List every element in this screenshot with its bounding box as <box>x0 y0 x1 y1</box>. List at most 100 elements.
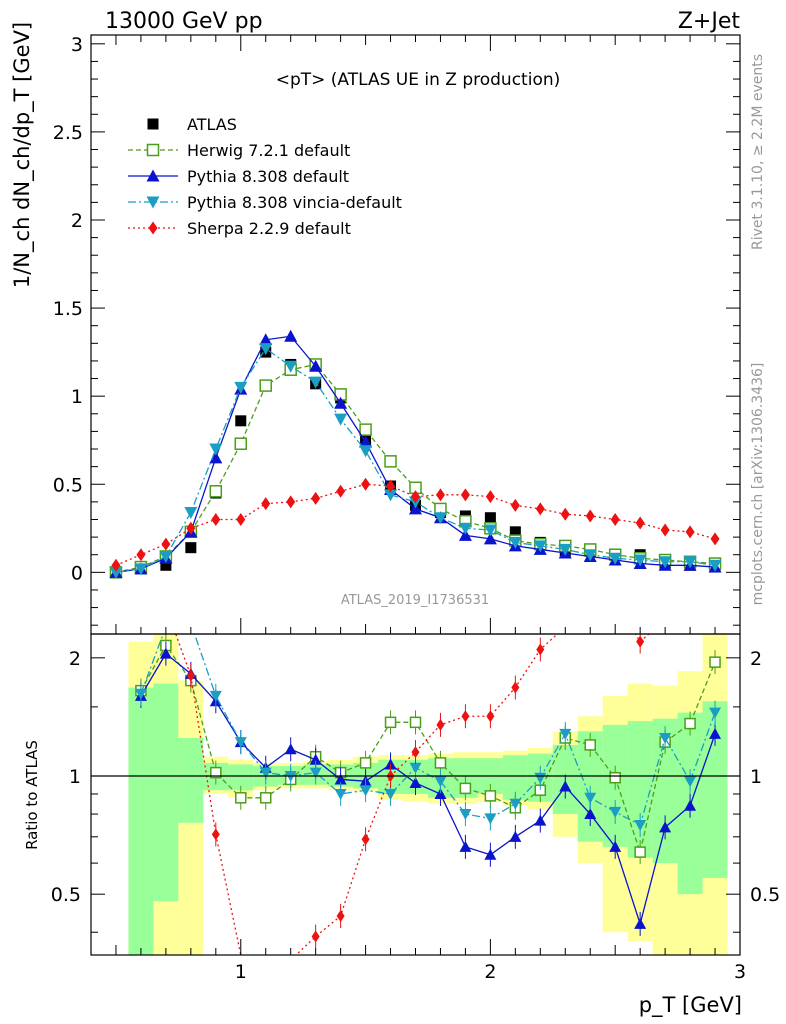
ratio-point <box>659 732 672 744</box>
point-pythia-8-308-vincia-default <box>209 443 223 456</box>
point-sherpa-2-2-9-default <box>460 488 470 502</box>
ratio-point <box>334 788 347 800</box>
ratio-point <box>211 828 220 841</box>
point-sherpa-2-2-9-default <box>485 490 495 504</box>
point-pythia-8-308-default <box>409 502 422 515</box>
point-herwig-7-2-1-default <box>209 485 223 498</box>
legend-label-pythia-8-308-default: Pythia 8.308 default <box>187 167 349 186</box>
main-series <box>109 329 722 579</box>
point-pythia-8-308-vincia-default <box>109 566 123 579</box>
point-sherpa-2-2-9-default <box>161 537 171 551</box>
point-pythia-8-308-vincia-default <box>433 512 447 525</box>
point-sherpa-2-2-9-default <box>585 509 595 523</box>
ratio-point <box>434 776 447 788</box>
ratio-point <box>584 792 597 804</box>
ratio-point <box>459 840 472 852</box>
ratio-point <box>209 690 222 702</box>
point-pythia-8-308-default <box>334 396 348 409</box>
ratio-y-axis-label: Ratio to ATLAS <box>23 740 41 850</box>
x-tick-label: 1 <box>235 961 247 983</box>
point-sherpa-2-2-9-default <box>186 521 196 535</box>
ratio-point <box>534 814 547 826</box>
point-sherpa-2-2-9-default <box>435 488 445 502</box>
ratio-point <box>659 821 672 833</box>
ratio-point <box>461 710 470 723</box>
axes: 0 0.5 1 1.5 2 2.5 3 1 2 3 0.5 0.5 1 1 2 2 <box>51 34 780 983</box>
main-y-tick-label: 1.5 <box>53 298 83 320</box>
point-sherpa-2-2-9-default <box>336 484 346 498</box>
rivet-version-text: Rivet 3.1.10, ≥ 2.2M events <box>750 54 766 250</box>
ratio-point <box>434 757 447 769</box>
point-pythia-8-308-vincia-default <box>309 376 323 389</box>
point-pythia-8-308-vincia-default <box>458 522 472 535</box>
ratio-point <box>436 718 445 731</box>
point-sherpa-2-2-9-default <box>286 495 296 509</box>
ratio-y-tick-label-left: 1 <box>69 766 81 788</box>
ratio-point <box>486 710 495 723</box>
point-sherpa-2-2-9-default <box>311 491 321 505</box>
main-y-tick-label: 1 <box>71 386 83 408</box>
point-pythia-8-308-vincia-default <box>608 552 622 565</box>
ratio-point <box>186 669 195 682</box>
ratio-point <box>636 635 645 648</box>
ratio-point <box>159 647 172 659</box>
point-sherpa-2-2-9-default <box>211 512 221 526</box>
ratio-point <box>584 808 597 820</box>
ratio-point <box>634 846 646 858</box>
ratio-y-tick-label-right: 0.5 <box>750 884 780 906</box>
green-band-segment <box>178 737 204 823</box>
ratio-point <box>359 785 372 797</box>
legend-label-pythia-8-308-vincia-default: Pythia 8.308 vincia-default <box>187 193 402 212</box>
legend-marker-herwig-7-2-1-default <box>146 143 160 157</box>
ratio-point <box>684 717 696 730</box>
ratio-point <box>559 780 572 792</box>
point-pythia-8-308-default <box>309 359 323 372</box>
point-sherpa-2-2-9-default <box>685 525 695 539</box>
y-axis-label: 1/N_ch dN_ch/dp_T [GeV] <box>10 22 35 288</box>
ratio-point <box>484 848 497 860</box>
point-sherpa-2-2-9-default <box>261 497 271 511</box>
legend-label-sherpa-2-2-9-default: Sherpa 2.2.9 default <box>187 219 351 238</box>
point-pythia-8-308-vincia-default <box>533 540 547 553</box>
ratio-point <box>559 728 572 740</box>
legend-label-atlas: ATLAS <box>187 115 237 134</box>
legend: ATLAS Herwig 7.2.1 default Pythia 8.308 de… <box>128 115 402 238</box>
ratio-point <box>511 681 520 694</box>
point-pythia-8-308-default <box>458 528 472 541</box>
point-pythia-8-308-vincia-default <box>234 381 248 394</box>
ratio-point <box>634 820 647 832</box>
point-herwig-7-2-1-default <box>359 423 372 436</box>
line-herwig-7-2-1-default <box>115 363 716 573</box>
ratio-point <box>359 757 372 769</box>
legend-marker-atlas <box>147 118 159 130</box>
ratio-y-tick-label-right: 1 <box>750 766 762 788</box>
ratio-point <box>409 762 422 774</box>
ratio-point <box>609 771 621 784</box>
header-right: Z+Jet <box>678 9 741 34</box>
x-tick-label: 2 <box>484 961 496 983</box>
header-left: 13000 GeV pp <box>105 9 263 34</box>
point-pythia-8-308-vincia-default <box>508 536 522 549</box>
point-pythia-8-308-default <box>209 451 223 464</box>
analysis-id: ATLAS_2019_I1736531 <box>341 593 489 608</box>
point-pythia-8-308-vincia-default <box>633 554 647 567</box>
point-sherpa-2-2-9-default <box>111 558 121 572</box>
ratio-point <box>459 782 472 795</box>
point-herwig-7-2-1-default <box>259 379 272 392</box>
point-pythia-8-308-default <box>284 329 298 342</box>
point-pythia-8-308-vincia-default <box>259 343 273 356</box>
legend-marker-pythia-8-308-default <box>146 169 160 182</box>
point-pythia-8-308-vincia-default <box>284 360 298 373</box>
point-atlas <box>185 542 197 554</box>
ratio-point <box>309 767 322 779</box>
point-sherpa-2-2-9-default <box>535 502 545 516</box>
ratio-point <box>484 813 497 825</box>
legend-marker-sherpa-2-2-9-default <box>148 221 158 235</box>
point-sherpa-2-2-9-default <box>136 548 146 562</box>
point-sherpa-2-2-9-default <box>361 477 371 491</box>
point-pythia-8-308-vincia-default <box>683 556 697 569</box>
x-tick-label: 3 <box>734 961 746 983</box>
point-atlas <box>235 415 247 427</box>
main-y-tick-label: 2.5 <box>53 122 83 144</box>
point-sherpa-2-2-9-default <box>710 532 720 546</box>
